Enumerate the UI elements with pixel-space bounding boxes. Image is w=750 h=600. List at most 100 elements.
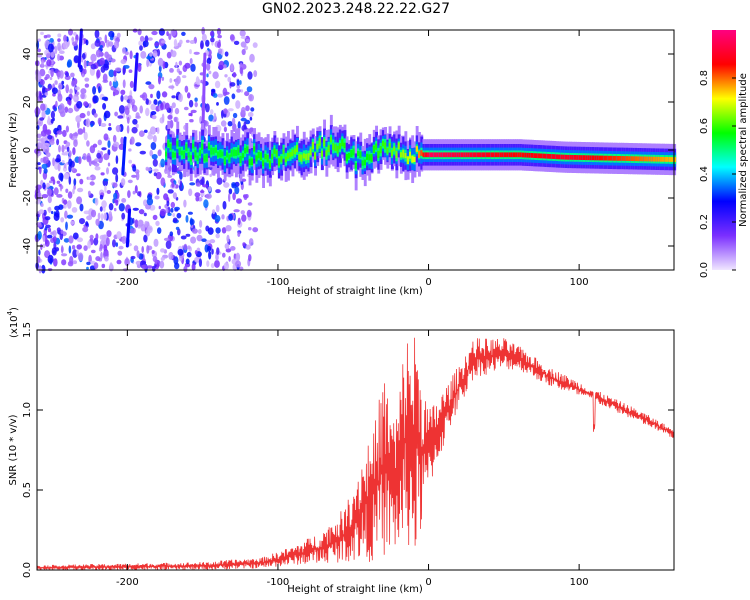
noise-speck bbox=[99, 194, 104, 200]
band-cell bbox=[203, 155, 207, 162]
band-cell bbox=[625, 156, 629, 161]
noise-speck bbox=[185, 258, 190, 265]
noise-speck bbox=[85, 39, 89, 46]
noise-speck bbox=[69, 133, 73, 139]
noise-speck bbox=[168, 165, 172, 173]
noise-speck bbox=[187, 245, 191, 250]
band-cell bbox=[657, 156, 661, 162]
noise-speck bbox=[208, 186, 212, 192]
noise-speck bbox=[55, 210, 60, 218]
noise-speck bbox=[60, 217, 65, 223]
band-cell bbox=[235, 149, 238, 156]
band-cell bbox=[612, 155, 616, 161]
noise-speck bbox=[52, 230, 57, 237]
noise-streak bbox=[133, 52, 139, 92]
noise-speck bbox=[208, 70, 212, 75]
noise-speck bbox=[100, 251, 103, 260]
band-cell bbox=[221, 151, 225, 157]
noise-speck bbox=[100, 172, 105, 176]
band-cell bbox=[673, 157, 677, 162]
noise-speck bbox=[169, 68, 174, 73]
noise-speck bbox=[61, 160, 65, 164]
noise-speck bbox=[135, 142, 142, 147]
band-cell bbox=[248, 158, 252, 165]
noise-speck bbox=[137, 191, 141, 197]
noise-speck bbox=[223, 91, 230, 96]
band-cell bbox=[381, 140, 385, 147]
noise-speck bbox=[206, 73, 209, 78]
noise-speck bbox=[169, 231, 174, 237]
band-cell bbox=[363, 159, 367, 166]
noise-speck bbox=[205, 193, 212, 199]
noise-speck bbox=[44, 227, 48, 231]
noise-speck bbox=[224, 243, 230, 250]
noise-speck bbox=[76, 244, 82, 250]
noise-speck bbox=[146, 55, 153, 60]
band-cell bbox=[555, 154, 559, 160]
noise-speck bbox=[152, 158, 158, 167]
band-cell bbox=[540, 153, 543, 159]
noise-speck bbox=[166, 200, 170, 207]
noise-speck bbox=[139, 35, 145, 42]
noise-speck bbox=[102, 103, 107, 110]
noise-speck bbox=[240, 41, 247, 48]
band-cell bbox=[411, 155, 415, 163]
noise-speck bbox=[92, 175, 96, 180]
noise-speck bbox=[97, 139, 103, 146]
noise-speck bbox=[164, 102, 170, 111]
noise-speck bbox=[57, 33, 62, 38]
noise-speck bbox=[41, 109, 46, 118]
noise-speck bbox=[240, 89, 244, 93]
noise-speck bbox=[65, 188, 69, 193]
noise-speck bbox=[189, 40, 195, 44]
noise-speck bbox=[143, 212, 147, 217]
band-cell bbox=[368, 154, 372, 161]
noise-speck bbox=[61, 144, 65, 153]
noise-speck bbox=[165, 240, 172, 250]
noise-speck bbox=[149, 52, 153, 57]
noise-speck bbox=[143, 129, 148, 133]
noise-speck bbox=[227, 108, 234, 112]
noise-speck bbox=[225, 225, 232, 232]
noise-speck bbox=[66, 146, 70, 152]
noise-speck bbox=[115, 242, 119, 247]
noise-speck bbox=[212, 93, 218, 98]
noise-speck bbox=[99, 234, 106, 240]
noise-speck bbox=[90, 53, 97, 62]
band-cell bbox=[591, 155, 595, 161]
x-tick-label: 0 bbox=[425, 277, 431, 288]
noise-speck bbox=[205, 39, 210, 47]
band-cell bbox=[409, 151, 412, 159]
noise-speck bbox=[128, 148, 132, 152]
band-cell bbox=[476, 152, 480, 158]
noise-speck bbox=[240, 210, 245, 215]
noise-speck bbox=[100, 213, 104, 222]
noise-speck bbox=[128, 159, 133, 164]
band-cell bbox=[393, 146, 396, 152]
snr-frame bbox=[36, 329, 675, 571]
noise-speck bbox=[229, 34, 235, 41]
spectrogram-marks bbox=[34, 26, 677, 274]
noise-speck bbox=[150, 103, 156, 111]
band-cell bbox=[508, 152, 512, 158]
band-cell bbox=[465, 152, 469, 158]
noise-speck bbox=[156, 187, 160, 195]
noise-speck bbox=[188, 112, 192, 117]
noise-speck bbox=[189, 119, 194, 123]
noise-speck bbox=[115, 173, 119, 183]
noise-speck bbox=[172, 217, 178, 223]
noise-speck bbox=[40, 130, 47, 137]
band-cell bbox=[395, 150, 399, 158]
noise-speck bbox=[158, 75, 161, 85]
noise-speck bbox=[133, 245, 139, 252]
band-cell bbox=[460, 152, 464, 158]
noise-speck bbox=[42, 243, 46, 248]
band-cell bbox=[250, 158, 254, 165]
noise-speck bbox=[172, 192, 177, 200]
band-cell bbox=[171, 151, 175, 158]
noise-speck bbox=[44, 216, 51, 221]
noise-speck bbox=[206, 245, 212, 252]
noise-speck bbox=[103, 133, 109, 141]
noise-speck bbox=[249, 116, 253, 121]
band-cell bbox=[165, 151, 168, 157]
